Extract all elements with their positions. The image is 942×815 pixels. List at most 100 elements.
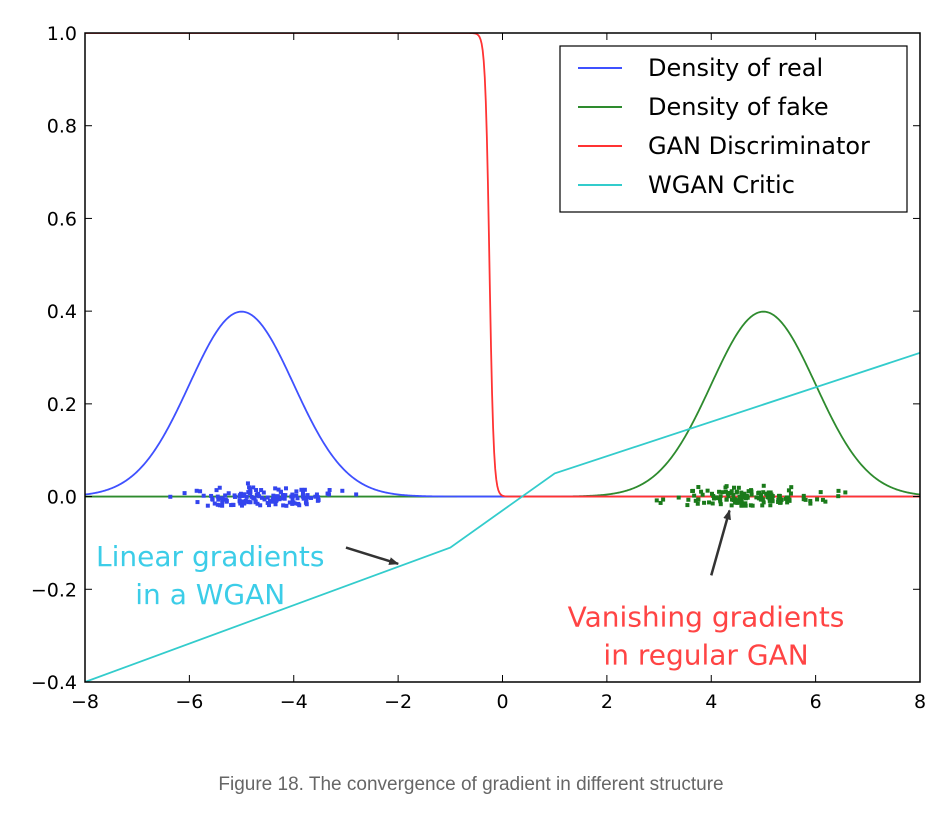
sample-point-1 bbox=[255, 501, 260, 506]
sample-point-2 bbox=[735, 499, 740, 504]
sample-point-2 bbox=[836, 488, 841, 493]
sample-point-1 bbox=[280, 493, 285, 498]
sample-point-1 bbox=[314, 492, 319, 497]
sample-point-1 bbox=[283, 486, 288, 491]
sample-point-2 bbox=[654, 498, 659, 503]
sample-point-1 bbox=[273, 502, 278, 507]
sample-point-1 bbox=[284, 503, 289, 508]
sample-point-2 bbox=[769, 492, 774, 497]
sample-point-1 bbox=[327, 488, 332, 493]
legend: Density of real Density of fake GAN Discri… bbox=[559, 45, 908, 213]
sample-point-1 bbox=[253, 499, 258, 504]
sample-point-1 bbox=[242, 501, 247, 506]
sample-point-2 bbox=[818, 490, 823, 495]
sample-point-2 bbox=[711, 493, 716, 498]
sample-point-1 bbox=[315, 498, 320, 503]
sample-point-1 bbox=[219, 496, 224, 501]
sample-point-2 bbox=[720, 490, 725, 495]
sample-point-1 bbox=[340, 488, 345, 493]
sample-point-1 bbox=[245, 481, 250, 486]
annotation-text-1: Linear gradients bbox=[96, 540, 324, 573]
sample-point-2 bbox=[685, 503, 690, 508]
sample-point-2 bbox=[714, 496, 719, 501]
sample-point-2 bbox=[737, 494, 742, 499]
sample-point-2 bbox=[702, 500, 707, 505]
sample-point-2 bbox=[760, 503, 765, 508]
sample-point-2 bbox=[696, 497, 701, 502]
sample-point-1 bbox=[258, 503, 263, 508]
sample-point-1 bbox=[212, 501, 217, 506]
sample-point-1 bbox=[226, 491, 231, 496]
sample-point-1 bbox=[239, 503, 244, 508]
sample-point-2 bbox=[761, 500, 766, 505]
sample-point-2 bbox=[693, 498, 698, 503]
sample-point-1 bbox=[294, 493, 299, 498]
sample-point-1 bbox=[313, 494, 318, 499]
annotation-text-2: in regular GAN bbox=[603, 638, 808, 671]
y-tick-label: −0.4 bbox=[31, 672, 77, 694]
sample-point-2 bbox=[739, 502, 744, 507]
sample-point-2 bbox=[808, 498, 813, 503]
sample-point-1 bbox=[283, 493, 288, 498]
sample-point-2 bbox=[707, 500, 712, 505]
sample-point-1 bbox=[231, 502, 236, 507]
sample-point-2 bbox=[743, 501, 748, 506]
sample-point-1 bbox=[272, 498, 277, 503]
x-tick-label: −4 bbox=[280, 691, 308, 713]
sample-point-1 bbox=[217, 485, 222, 490]
sample-point-2 bbox=[786, 488, 791, 493]
sample-point-1 bbox=[244, 494, 249, 499]
sample-point-2 bbox=[710, 501, 715, 506]
sample-point-1 bbox=[262, 497, 267, 502]
chart: −8 −6 −4 −2 0 2 4 6 8−0.4−0.20.00.20.40.60.81.0 … bbox=[31, 23, 926, 713]
sample-point-2 bbox=[761, 490, 766, 495]
sample-point-1 bbox=[220, 500, 225, 505]
sample-point-1 bbox=[214, 488, 219, 493]
sample-point-2 bbox=[724, 497, 729, 502]
sample-point-2 bbox=[700, 492, 705, 497]
series-line-1 bbox=[85, 310, 920, 498]
sample-point-2 bbox=[801, 493, 806, 498]
sample-point-1 bbox=[248, 500, 253, 505]
sample-point-2 bbox=[788, 491, 793, 496]
sample-point-2 bbox=[748, 503, 753, 508]
sample-point-2 bbox=[779, 497, 784, 502]
sample-point-1 bbox=[224, 498, 229, 503]
y-tick-label: −0.2 bbox=[31, 579, 77, 601]
sample-point-1 bbox=[259, 488, 264, 493]
sample-point-2 bbox=[658, 500, 663, 505]
x-tick-label: −8 bbox=[71, 691, 99, 713]
sample-point-2 bbox=[692, 493, 697, 498]
sample-point-1 bbox=[209, 493, 214, 498]
sample-point-2 bbox=[767, 498, 772, 503]
sample-point-2 bbox=[718, 497, 723, 502]
sample-point-1 bbox=[205, 503, 210, 508]
sample-point-1 bbox=[276, 487, 281, 492]
sample-point-1 bbox=[265, 500, 270, 505]
sample-point-2 bbox=[754, 495, 759, 500]
sample-point-2 bbox=[743, 494, 748, 499]
sample-point-2 bbox=[768, 490, 773, 495]
sample-point-2 bbox=[734, 489, 739, 494]
sample-point-1 bbox=[302, 487, 307, 492]
sample-point-1 bbox=[300, 494, 305, 499]
sample-point-1 bbox=[290, 501, 295, 506]
sample-point-1 bbox=[216, 497, 221, 502]
sample-point-1 bbox=[290, 494, 295, 499]
sample-point-1 bbox=[294, 489, 299, 494]
sample-point-2 bbox=[739, 498, 744, 503]
sample-point-2 bbox=[768, 503, 773, 508]
sample-point-1 bbox=[267, 499, 272, 504]
figure-caption: Figure 18. The convergence of gradient i… bbox=[218, 774, 724, 795]
sample-point-2 bbox=[676, 495, 681, 500]
sample-point-1 bbox=[246, 490, 251, 495]
sample-point-1 bbox=[210, 497, 215, 502]
sample-point-1 bbox=[299, 487, 304, 492]
sample-point-1 bbox=[354, 492, 359, 497]
sample-point-1 bbox=[237, 498, 242, 503]
sample-point-1 bbox=[295, 496, 300, 501]
x-tick-label: 0 bbox=[496, 691, 508, 713]
sample-point-2 bbox=[789, 485, 794, 490]
sample-point-2 bbox=[770, 499, 775, 504]
x-tick-label: 6 bbox=[810, 691, 822, 713]
